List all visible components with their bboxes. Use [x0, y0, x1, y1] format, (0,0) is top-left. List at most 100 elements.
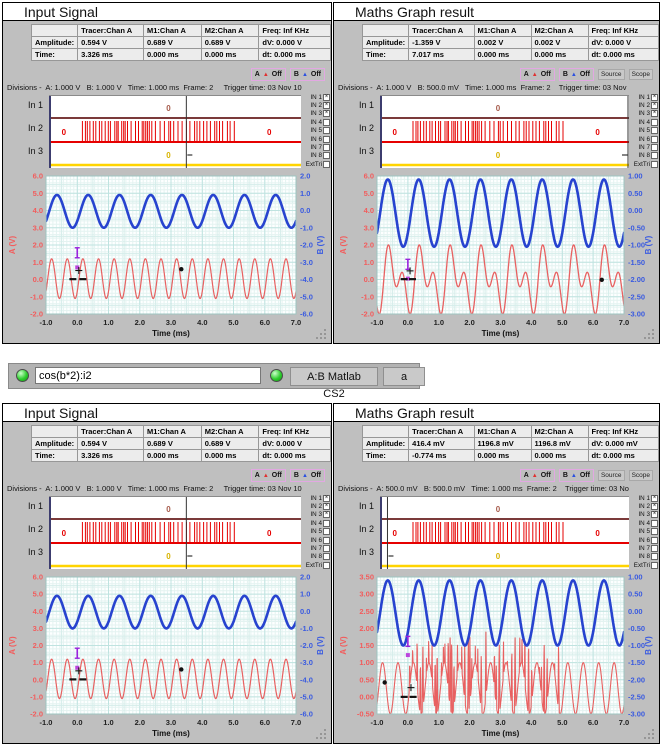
- logic-plot[interactable]: 0 0 0 0: [380, 496, 629, 569]
- logic-input-row: IN 6: [630, 135, 658, 143]
- scope-button[interactable]: Scope: [628, 470, 653, 481]
- logic-input-checkbox[interactable]: [323, 519, 330, 527]
- cursor-markers: [69, 247, 184, 281]
- logic-input-checkbox[interactable]: [323, 545, 330, 553]
- logic-input-checkbox[interactable]: [323, 118, 330, 126]
- logic-plot[interactable]: 0 0 0 0: [380, 95, 629, 168]
- logic-input-checkbox[interactable]: [323, 553, 330, 561]
- logic-input-checkbox[interactable]: [651, 135, 658, 143]
- logic-input-label: IN 7: [638, 545, 650, 553]
- window-title-bar[interactable]: Maths Graph result: [334, 404, 659, 422]
- logic-input-row: IN 8: [630, 152, 658, 160]
- waveform-maths-result: [377, 244, 624, 314]
- logic-input-checkbox[interactable]: [651, 545, 658, 553]
- logic-input-checkbox[interactable]: ×: [323, 494, 330, 502]
- logic-input-checkbox-column: IN 1 × IN 2 × IN 3 × IN 4 IN 5 IN 6 IN 7 IN 8 ExtTr…: [630, 494, 658, 570]
- scope-chart[interactable]: 6.0 5.0 4.0 3.0 2.0 1.0 0.0 -1.0 -2.0 2.0 1.0 0.0 -1…: [4, 171, 330, 342]
- scope-chart[interactable]: 6.0 5.0 4.0 3.0 2.0 1.0 0.0 -1.0 -2.0 2.0 1.0 0.0 -1…: [4, 572, 330, 742]
- right-axis-tick-label: -6.0: [300, 310, 313, 319]
- logic-input-checkbox[interactable]: ×: [651, 511, 658, 519]
- logic-input-checkbox[interactable]: ×: [323, 110, 330, 118]
- logic-input-label: IN 2: [310, 102, 322, 110]
- logic-input-checkbox[interactable]: [651, 553, 658, 561]
- logic-input-checkbox[interactable]: [651, 118, 658, 126]
- measurement-table: Tracer:Chan A M1:Chan A M2:Chan A Freq: Inf…: [361, 425, 659, 462]
- scope-chart[interactable]: 3.50 3.00 2.50 2.00 1.50 1.00 0.50 0.00 -0.50 1.0…: [335, 572, 658, 742]
- scope-chart[interactable]: 6.0 5.0 4.0 3.0 2.0 1.0 0.0 -1.0 -2.0 1.00 0.50 0.0…: [335, 171, 658, 342]
- logic-channel-label: In 2: [27, 524, 43, 534]
- source-button[interactable]: Source: [597, 470, 625, 481]
- left-axis-title: A (V): [339, 636, 348, 655]
- matlab-apply-button[interactable]: A:B Matlab CS2: [290, 367, 378, 400]
- window-title-bar[interactable]: Input Signal: [3, 404, 331, 422]
- logic-input-row: IN 1 ×: [630, 494, 658, 502]
- logic-input-checkbox[interactable]: ×: [651, 93, 658, 101]
- logic-plot-svg: 0 0 0 0: [49, 497, 301, 569]
- logic-input-checkbox[interactable]: [651, 152, 658, 160]
- channel-a-button[interactable]: a: [383, 367, 425, 386]
- right-axis-tick-label: -4.0: [300, 275, 313, 284]
- trigger-b-icon: ▲: [301, 472, 308, 479]
- logic-input-checkbox[interactable]: [323, 152, 330, 160]
- cursor-markers: [69, 647, 184, 681]
- maths-expression-input[interactable]: [35, 367, 261, 384]
- measurement-value: dt: 0.000 ms: [258, 449, 331, 462]
- logic-input-checkbox[interactable]: ×: [651, 110, 658, 118]
- logic-channel-label: In 1: [358, 501, 374, 511]
- x-axis-tick-label: 6.0: [260, 718, 270, 727]
- logic-input-row: ExtTri: [630, 561, 658, 569]
- column-header: M1:Chan A: [142, 24, 202, 37]
- logic-input-checkbox[interactable]: [651, 144, 658, 152]
- logic-input-checkbox[interactable]: [323, 160, 330, 168]
- logic-input-label: IN 2: [638, 102, 650, 110]
- logic-input-checkbox[interactable]: ×: [651, 494, 658, 502]
- logic-input-checkbox[interactable]: ×: [323, 93, 330, 101]
- logic-input-checkbox[interactable]: [323, 528, 330, 536]
- formula-status-led: [16, 369, 29, 382]
- window-title: Input Signal: [24, 405, 98, 421]
- measurement-value: 7.017 ms: [408, 48, 475, 61]
- x-axis-tick-label: 3.0: [495, 318, 505, 327]
- logic-plot[interactable]: 0 0 0 0: [49, 95, 301, 168]
- row-label: Time:: [30, 48, 79, 61]
- logic-input-label: ExtTri: [633, 160, 650, 168]
- logic-input-checkbox[interactable]: [323, 135, 330, 143]
- trigger-b-icon: ▲: [570, 472, 577, 479]
- logic-input-checkbox[interactable]: ×: [651, 102, 658, 110]
- logic-input-checkbox[interactable]: [651, 561, 658, 569]
- logic-input-checkbox[interactable]: [651, 519, 658, 527]
- logic-input-checkbox[interactable]: [651, 160, 658, 168]
- logic-input-checkbox[interactable]: [323, 561, 330, 569]
- measurement-value: 0.689 V: [142, 36, 202, 49]
- left-axis-tick-label: 0.50: [359, 675, 374, 684]
- waveform-plot: 6.05.04.03.02.01.00.0-1.0-2.02.01.00.0-1…: [8, 573, 326, 739]
- row-label: Time:: [361, 449, 410, 462]
- window-title-bar[interactable]: Input Signal: [3, 3, 331, 21]
- logic-input-label: IN 1: [638, 93, 650, 101]
- waveform-channel-b: [46, 594, 296, 630]
- logic-input-checkbox[interactable]: [323, 536, 330, 544]
- logic-zero-label: 0: [166, 151, 171, 160]
- divisions-info: Divisions - A: 500.0 mV B: 500.0 mV Time…: [338, 484, 629, 493]
- logic-input-checkbox[interactable]: ×: [651, 503, 658, 511]
- scope-button[interactable]: Scope: [628, 69, 653, 80]
- right-axis-tick-label: -6.0: [300, 710, 313, 719]
- logic-input-checkbox[interactable]: [651, 536, 658, 544]
- window-title-bar[interactable]: Maths Graph result: [334, 3, 659, 21]
- source-button[interactable]: Source: [597, 69, 625, 80]
- logic-input-checkbox[interactable]: [323, 127, 330, 135]
- logic-channel-label: In 3: [358, 146, 374, 156]
- logic-input-checkbox-column: IN 1 × IN 2 × IN 3 × IN 4 IN 5 IN 6 IN 7 IN 8 ExtTr…: [630, 93, 658, 169]
- logic-input-checkbox[interactable]: ×: [323, 511, 330, 519]
- logic-input-row: ExtTri: [302, 561, 330, 569]
- logic-input-checkbox[interactable]: ×: [323, 102, 330, 110]
- logic-input-checkbox[interactable]: [323, 144, 330, 152]
- logic-plot[interactable]: 0 0 0 0: [49, 496, 301, 569]
- logic-input-checkbox[interactable]: [651, 528, 658, 536]
- column-header: [361, 425, 410, 438]
- logic-input-label: IN 2: [310, 503, 322, 511]
- logic-input-checkbox[interactable]: ×: [323, 503, 330, 511]
- right-axis-tick-label: -2.50: [628, 692, 645, 701]
- trigger-indicators: A ▲ Off B ▲ Off Source Scope: [519, 469, 653, 482]
- logic-input-checkbox[interactable]: [651, 127, 658, 135]
